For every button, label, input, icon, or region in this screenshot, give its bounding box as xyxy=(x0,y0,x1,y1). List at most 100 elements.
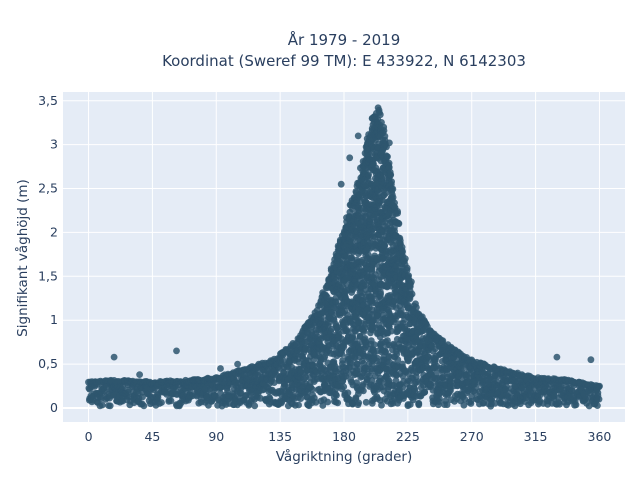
data-point xyxy=(374,104,382,112)
data-point xyxy=(365,171,372,179)
data-point xyxy=(165,396,173,404)
data-point xyxy=(340,383,348,391)
data-point xyxy=(596,382,603,390)
data-point xyxy=(348,254,356,262)
data-point xyxy=(297,370,304,377)
y-tick-label: 3 xyxy=(50,137,58,152)
data-point xyxy=(319,402,327,409)
y-tick-label: 2 xyxy=(50,224,58,239)
y-tick-label: 3,5 xyxy=(38,93,58,108)
data-point xyxy=(394,356,402,364)
x-tick-label: 315 xyxy=(524,429,548,444)
data-point xyxy=(234,360,242,368)
data-point xyxy=(251,402,259,410)
data-point xyxy=(334,399,342,407)
data-point xyxy=(312,398,320,406)
data-point xyxy=(443,401,451,409)
data-point xyxy=(382,189,390,197)
y-tick-labels: 0 0,5 1 1,5 2 2,5 3 3,5 xyxy=(38,93,58,415)
data-point xyxy=(587,356,595,364)
y-tick-label: 0,5 xyxy=(38,356,58,371)
x-tick-label: 0 xyxy=(85,429,93,444)
data-point xyxy=(369,114,376,122)
data-point xyxy=(377,288,384,296)
data-point xyxy=(324,398,332,406)
x-tick-label: 90 xyxy=(208,429,224,444)
data-point xyxy=(378,401,385,409)
data-point xyxy=(594,402,601,409)
data-point xyxy=(389,185,397,193)
data-point xyxy=(385,353,393,361)
data-point xyxy=(394,209,401,217)
data-point xyxy=(390,318,398,326)
chart-title-line-1: År 1979 - 2019 xyxy=(288,30,401,49)
x-tick-label: 45 xyxy=(144,429,160,444)
data-point xyxy=(383,153,390,161)
data-point xyxy=(343,326,351,334)
data-point xyxy=(595,395,603,403)
data-point xyxy=(297,395,305,402)
data-point xyxy=(354,132,362,140)
data-point xyxy=(467,397,475,405)
data-point xyxy=(339,357,346,364)
x-tick-label: 180 xyxy=(332,429,356,444)
data-point xyxy=(413,304,420,311)
data-point xyxy=(349,400,356,408)
data-point xyxy=(386,139,393,147)
data-point xyxy=(377,340,384,348)
data-point xyxy=(266,395,274,402)
y-axis-title: Signifikant våghöjd (m) xyxy=(14,179,31,337)
data-point xyxy=(106,402,114,410)
data-point xyxy=(158,399,165,406)
data-point xyxy=(433,369,440,377)
x-tick-label: 270 xyxy=(460,429,484,444)
data-point xyxy=(431,358,439,366)
data-point xyxy=(553,353,561,361)
data-point xyxy=(571,401,578,409)
y-tick-label: 2,5 xyxy=(38,181,58,196)
data-point xyxy=(361,324,369,332)
data-point xyxy=(363,145,371,153)
data-point xyxy=(283,395,291,403)
data-point xyxy=(361,343,369,351)
chart-title-line-2: Koordinat (Sweref 99 TM): E 433922, N 61… xyxy=(162,52,526,70)
y-tick-label: 0 xyxy=(50,400,58,415)
data-point xyxy=(435,398,443,405)
data-point xyxy=(338,350,346,358)
x-axis-title: Vågriktning (grader) xyxy=(276,448,413,465)
data-point xyxy=(353,379,360,387)
data-point xyxy=(355,250,362,257)
y-tick-label: 1 xyxy=(50,312,58,327)
data-point xyxy=(360,387,367,395)
data-point xyxy=(370,341,378,348)
data-point xyxy=(388,327,395,335)
data-point xyxy=(139,393,146,401)
data-point xyxy=(217,365,224,372)
data-point xyxy=(361,339,369,346)
data-point xyxy=(307,384,315,391)
data-point xyxy=(479,400,487,407)
data-point xyxy=(411,388,419,396)
data-point xyxy=(380,123,388,131)
data-point xyxy=(387,171,394,179)
data-point xyxy=(330,358,338,366)
data-point xyxy=(278,399,285,407)
y-tick-label: 1,5 xyxy=(38,268,58,283)
data-point xyxy=(140,402,148,410)
data-point xyxy=(389,194,397,201)
data-point xyxy=(460,401,468,409)
data-point xyxy=(373,312,381,320)
data-point xyxy=(309,391,316,399)
data-point xyxy=(355,399,363,407)
data-point xyxy=(373,354,381,362)
data-point xyxy=(295,401,302,409)
data-point xyxy=(98,401,106,409)
data-points xyxy=(85,104,603,410)
data-point xyxy=(337,180,345,188)
data-point xyxy=(362,398,370,406)
data-point xyxy=(415,401,423,409)
data-point xyxy=(380,242,388,250)
data-point xyxy=(346,154,354,162)
